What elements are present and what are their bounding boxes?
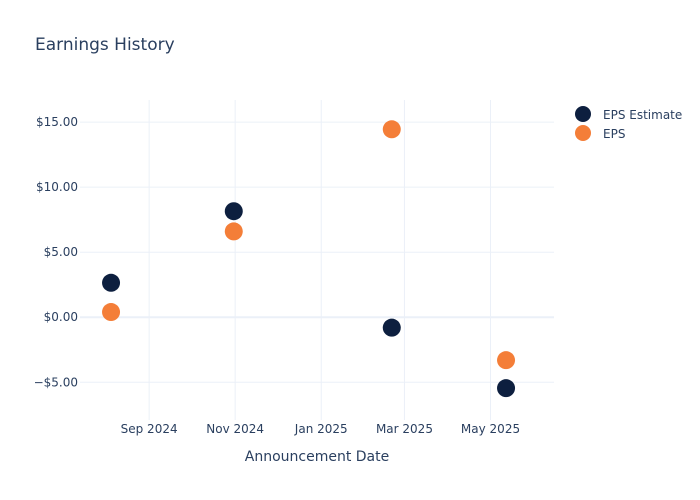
y-tick-label: $15.00 <box>36 115 78 129</box>
grid-lines <box>80 100 554 420</box>
x-tick-label: Nov 2024 <box>206 422 264 436</box>
point-eps-estimate[interactable] <box>224 202 243 221</box>
point-eps[interactable] <box>497 351 516 370</box>
point-eps-estimate[interactable] <box>102 273 121 292</box>
legend-label-eps-estimate: EPS Estimate <box>603 108 682 122</box>
point-eps-estimate[interactable] <box>382 318 401 337</box>
point-eps[interactable] <box>382 120 401 139</box>
x-tick-label: May 2025 <box>461 422 520 436</box>
y-tick-label: $5.00 <box>44 245 78 259</box>
point-eps[interactable] <box>224 222 243 241</box>
legend-label-eps: EPS <box>603 127 625 141</box>
chart-title: Earnings History <box>35 35 175 55</box>
point-eps[interactable] <box>102 303 121 322</box>
x-tick-label: Jan 2025 <box>294 422 348 436</box>
y-tick-label: −$5.00 <box>34 375 78 389</box>
legend-item-eps[interactable]: EPS <box>575 125 625 141</box>
legend-item-eps-estimate[interactable]: EPS Estimate <box>575 106 682 122</box>
data-points <box>102 120 516 398</box>
x-tick-label: Sep 2024 <box>121 422 178 436</box>
legend[interactable]: EPS Estimate EPS <box>575 106 682 141</box>
x-axis-title: Announcement Date <box>245 449 389 465</box>
legend-marker-eps <box>575 125 591 141</box>
y-tick-labels: $15.00 $10.00 $5.00 $0.00 −$5.00 <box>34 115 78 389</box>
x-tick-labels: Sep 2024 Nov 2024 Jan 2025 Mar 2025 May 2025 <box>121 422 520 436</box>
point-eps-estimate[interactable] <box>497 379 516 398</box>
y-tick-label: $0.00 <box>44 310 78 324</box>
y-tick-label: $10.00 <box>36 180 78 194</box>
x-tick-label: Mar 2025 <box>376 422 433 436</box>
legend-marker-eps-estimate <box>575 106 591 122</box>
